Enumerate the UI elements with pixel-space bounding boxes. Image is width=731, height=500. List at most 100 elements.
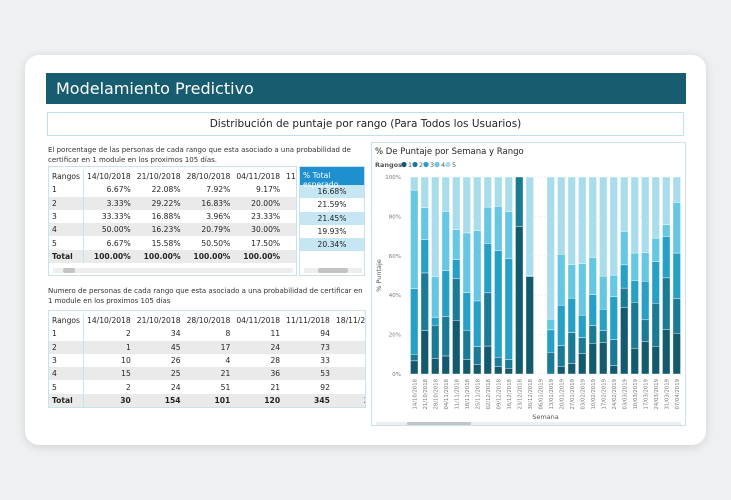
bar-segment-rango-1[interactable]: [662, 329, 671, 375]
bar-segment-rango-4[interactable]: [557, 254, 566, 306]
bar-segment-rango-5[interactable]: [641, 176, 650, 253]
bar-segment-rango-3[interactable]: [452, 259, 461, 279]
legend-marker-1[interactable]: [401, 161, 407, 168]
bar-segment-rango-1[interactable]: [588, 343, 597, 375]
bar-segment-rango-1[interactable]: [609, 365, 618, 375]
bar-segment-rango-5[interactable]: [609, 176, 618, 276]
bar-segment-rango-3[interactable]: [651, 261, 660, 304]
bar-segment-rango-2[interactable]: [431, 325, 440, 359]
bar-segment-rango-2[interactable]: [410, 354, 419, 362]
bar-segment-rango-1[interactable]: [525, 276, 534, 375]
bar-segment-rango-3[interactable]: [441, 270, 450, 317]
bar-segment-rango-3[interactable]: [473, 300, 482, 347]
bar-segment-rango-2[interactable]: [609, 339, 618, 366]
bar-segment-rango-5[interactable]: [672, 176, 681, 203]
column-header[interactable]: 18/11/2018: [335, 316, 366, 326]
bar-segment-rango-1[interactable]: [473, 364, 482, 375]
expected-header[interactable]: % Total esperado: [300, 167, 364, 189]
bar-segment-rango-1[interactable]: [641, 341, 650, 375]
bar-segment-rango-4[interactable]: [462, 232, 471, 293]
bar-segment-rango-3[interactable]: [641, 281, 650, 321]
bar-segment-rango-4[interactable]: [651, 237, 660, 262]
bar-segment-rango-3[interactable]: [672, 252, 681, 299]
bar-segment-rango-4[interactable]: [410, 189, 419, 289]
column-header[interactable]: 21/10/2018: [136, 172, 181, 182]
legend-marker-3[interactable]: [423, 161, 429, 168]
pct-table-scrollbar[interactable]: [53, 268, 293, 273]
bar-segment-rango-5[interactable]: [599, 176, 608, 277]
bar-segment-rango-1[interactable]: [672, 333, 681, 375]
bar-segment-rango-5[interactable]: [410, 176, 419, 191]
bar-segment-rango-5[interactable]: [546, 176, 555, 320]
bar-segment-rango-5[interactable]: [441, 176, 450, 212]
bar-segment-rango-3[interactable]: [410, 288, 419, 355]
bar-segment-rango-3[interactable]: [494, 250, 503, 358]
column-header[interactable]: 28/10/2018: [186, 316, 231, 326]
bar-segment-rango-3[interactable]: [609, 296, 618, 340]
bar-segment-rango-4[interactable]: [567, 264, 576, 299]
column-header[interactable]: 14/10/2018: [87, 316, 131, 326]
bar-segment-rango-5[interactable]: [651, 176, 660, 239]
bar-segment-rango-5[interactable]: [452, 176, 461, 230]
bar-segment-rango-2[interactable]: [641, 319, 650, 342]
legend-marker-2[interactable]: [412, 161, 418, 168]
bar-segment-rango-2[interactable]: [620, 287, 629, 309]
bar-segment-rango-4[interactable]: [609, 274, 618, 297]
bar-segment-rango-4[interactable]: [588, 257, 597, 295]
bar-segment-rango-4[interactable]: [504, 211, 513, 259]
bar-segment-rango-1[interactable]: [567, 363, 576, 375]
bar-segment-rango-2[interactable]: [662, 277, 671, 330]
bar-segment-rango-1[interactable]: [410, 360, 419, 375]
bar-segment-rango-2[interactable]: [651, 303, 660, 347]
bar-segment-rango-5[interactable]: [431, 176, 440, 277]
bar-segment-rango-4[interactable]: [441, 211, 450, 271]
chart-scrollbar-thumb[interactable]: [407, 422, 471, 425]
bar-segment-rango-3[interactable]: [504, 258, 513, 360]
bar-segment-rango-4[interactable]: [420, 207, 429, 240]
bar-segment-rango-2[interactable]: [420, 272, 429, 331]
column-header[interactable]: Rangos: [49, 314, 84, 328]
bar-segment-rango-1[interactable]: [578, 353, 587, 375]
bar-segment-rango-5[interactable]: [494, 176, 503, 207]
bar-segment-rango-5[interactable]: [504, 176, 513, 212]
bar-segment-rango-2[interactable]: [504, 359, 513, 369]
bar-segment-rango-1[interactable]: [420, 330, 429, 375]
bar-segment-rango-1[interactable]: [630, 347, 639, 375]
bar-segment-rango-2[interactable]: [452, 278, 461, 321]
bar-segment-rango-1[interactable]: [452, 320, 461, 375]
bar-segment-rango-5[interactable]: [567, 176, 576, 265]
bar-segment-rango-2[interactable]: [515, 176, 524, 227]
bar-segment-rango-2[interactable]: [588, 325, 597, 344]
bar-segment-rango-5[interactable]: [557, 176, 566, 255]
bar-segment-rango-4[interactable]: [431, 276, 440, 318]
bar-segment-rango-3[interactable]: [420, 239, 429, 274]
chart-scrollbar-track[interactable]: [376, 422, 681, 425]
bar-segment-rango-3[interactable]: [662, 236, 671, 279]
expected-scrollbar[interactable]: [304, 268, 362, 273]
bar-segment-rango-5[interactable]: [578, 176, 587, 264]
bar-segment-rango-4[interactable]: [452, 229, 461, 260]
bar-segment-rango-5[interactable]: [473, 176, 482, 231]
bar-segment-rango-5[interactable]: [483, 176, 492, 208]
bar-segment-rango-3[interactable]: [630, 280, 639, 303]
column-header[interactable]: Rangos: [49, 170, 84, 184]
bar-segment-rango-3[interactable]: [620, 264, 629, 289]
bar-segment-rango-2[interactable]: [557, 345, 566, 367]
bar-segment-rango-5[interactable]: [620, 176, 629, 232]
bar-segment-rango-2[interactable]: [494, 357, 503, 367]
bar-segment-rango-1[interactable]: [494, 366, 503, 375]
bar-segment-rango-4[interactable]: [494, 206, 503, 251]
bar-segment-rango-2[interactable]: [546, 352, 555, 375]
bar-segment-rango-3[interactable]: [483, 243, 492, 294]
bar-segment-rango-1[interactable]: [504, 368, 513, 375]
bar-segment-rango-4[interactable]: [483, 206, 492, 244]
column-header[interactable]: 04/11/2018: [236, 316, 281, 326]
bar-segment-rango-4[interactable]: [630, 252, 639, 281]
bar-segment-rango-3[interactable]: [557, 305, 566, 346]
bar-segment-rango-3[interactable]: [599, 308, 608, 331]
bar-segment-rango-3[interactable]: [431, 317, 440, 326]
bar-segment-rango-1[interactable]: [462, 359, 471, 375]
bar-segment-rango-2[interactable]: [483, 292, 492, 347]
bar-segment-rango-1[interactable]: [483, 345, 492, 375]
bar-segment-rango-2[interactable]: [672, 298, 681, 334]
